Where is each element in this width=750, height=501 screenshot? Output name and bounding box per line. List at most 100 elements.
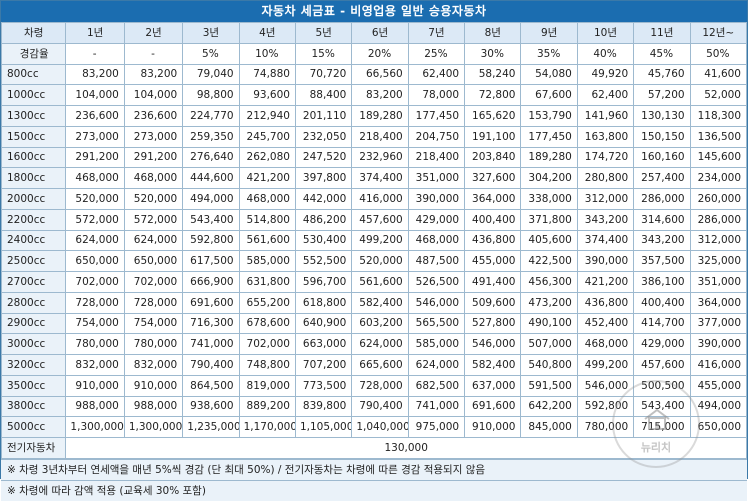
header-row: 차령 1년 2년 3년 4년 5년 6년 7년 8년 9년 10년 11년 12년~: [0, 22, 748, 44]
tax-cell: 702,000: [123, 271, 184, 293]
table-row: 2500cc 650,000 650,000 617,500 585,000 552,50…: [0, 250, 748, 272]
table-body: 경감율 - -5% 10% 15% 20% 25% 30% 35% 40% 45% 50% 800cc 8…: [0, 42, 748, 459]
displacement-label: 2200cc: [0, 208, 67, 231]
tax-cell: 351,000: [407, 167, 466, 189]
tax-cell: 691,600: [464, 395, 522, 418]
tax-cell: 163,800: [576, 125, 635, 148]
tax-cell: 832,000: [65, 354, 125, 376]
displacement-label: 3500cc: [0, 374, 67, 397]
tax-cell: 520,000: [65, 188, 125, 210]
tax-cell: 561,600: [351, 271, 409, 293]
rate-cell: -: [123, 42, 184, 65]
displacement-label: 1800cc: [0, 167, 67, 189]
displacement-label: 2500cc: [0, 250, 67, 272]
tax-cell: 160,160: [633, 146, 691, 169]
tax-cell: 390,000: [576, 250, 635, 272]
tax-cell: 327,600: [464, 167, 522, 189]
tax-cell: 165,620: [464, 105, 522, 127]
tax-cell: 468,000: [65, 167, 125, 189]
tax-cell: 232,050: [294, 125, 353, 148]
tax-cell: 83,200: [65, 63, 125, 86]
tax-cell: 468,000: [576, 333, 635, 355]
table-title: 자동차 세금표 - 비영업용 일반 승용자동차: [1, 1, 747, 22]
tax-cell: 52,000: [689, 84, 748, 106]
tax-cell: 507,000: [520, 333, 578, 355]
tax-cell: 486,200: [294, 208, 353, 231]
tax-cell: 130,130: [633, 105, 691, 127]
tax-cell: 145,600: [689, 146, 748, 169]
tax-cell: 93,600: [238, 84, 296, 106]
tax-cell: 487,500: [407, 250, 466, 272]
tax-cell: 224,770: [182, 105, 240, 127]
header-year-7: 7년: [407, 22, 466, 44]
displacement-label: 2800cc: [0, 291, 67, 314]
tax-cell: 49,920: [576, 63, 635, 86]
tax-cell: 104,000: [123, 84, 184, 106]
tax-cell: 988,000: [123, 395, 184, 418]
table-row: 2000cc 520,000 520,000 494,000 468,000 442,00…: [0, 188, 748, 210]
tax-cell: 839,800: [294, 395, 353, 418]
note-1: ※ 차령 3년차부터 연세액을 매년 5%씩 경감 (단 최대 50%) / 전…: [1, 460, 747, 481]
rate-cell: 20%: [351, 42, 409, 65]
displacement-label: 3800cc: [0, 395, 67, 418]
tax-cell: 1,300,000: [65, 416, 125, 438]
tax-cell: 741,000: [407, 395, 466, 418]
tax-cell: 70,720: [294, 63, 353, 86]
tax-cell: 631,800: [238, 271, 296, 293]
displacement-label: 5000cc: [0, 416, 67, 438]
tax-cell: 259,350: [182, 125, 240, 148]
tax-cell: 650,000: [123, 250, 184, 272]
tax-cell: 527,800: [464, 312, 522, 335]
rate-cell: 35%: [520, 42, 578, 65]
tax-cell: 236,600: [123, 105, 184, 127]
notes: ※ 차령 3년차부터 연세액을 매년 5%씩 경감 (단 최대 50%) / 전…: [1, 458, 747, 501]
header-year-8: 8년: [464, 22, 522, 44]
tax-cell: 41,600: [689, 63, 748, 86]
tax-cell: 572,000: [65, 208, 125, 231]
tax-cell: 421,200: [238, 167, 296, 189]
tax-cell: 910,000: [65, 374, 125, 397]
table-row: 1300cc 236,600 236,600 224,770 212,940 201,11…: [0, 105, 748, 127]
tax-cell: 436,800: [576, 291, 635, 314]
tax-cell: 585,000: [407, 333, 466, 355]
table-header: 차령 1년 2년 3년 4년 5년 6년 7년 8년 9년 10년 11년 12년~: [0, 22, 748, 44]
tax-cell: 624,000: [65, 229, 125, 252]
tax-cell: 728,000: [65, 291, 125, 314]
tax-cell: 118,300: [689, 105, 748, 127]
tax-cell: 596,700: [294, 271, 353, 293]
tax-cell: 79,040: [182, 63, 240, 86]
tax-cell: 62,400: [576, 84, 635, 106]
tax-cell: 257,400: [633, 167, 691, 189]
displacement-label: 1500cc: [0, 125, 67, 148]
displacement-label: 1300cc: [0, 105, 67, 127]
tax-cell: 592,800: [182, 229, 240, 252]
rate-cell: 15%: [294, 42, 353, 65]
tax-cell: 357,500: [633, 250, 691, 272]
tax-cell: 889,200: [238, 395, 296, 418]
tax-cell: 642,200: [520, 395, 578, 418]
displacement-label: 3200cc: [0, 354, 67, 376]
tax-cell: 988,000: [65, 395, 125, 418]
table-row: 2900cc 754,000 754,000 716,300 678,600 640,90…: [0, 312, 748, 335]
tax-cell: 136,500: [689, 125, 748, 148]
tax-cell: 552,500: [294, 250, 353, 272]
tax-cell: 141,960: [576, 105, 635, 127]
displacement-label: 3000cc: [0, 333, 67, 355]
table-row: 800cc 83,200 83,200 79,040 74,880 70,720 66,56…: [0, 63, 748, 86]
tax-cell: 177,450: [407, 105, 466, 127]
displacement-label: 1600cc: [0, 146, 67, 169]
tax-cell: 286,000: [689, 208, 748, 231]
table-row: 2400cc 624,000 624,000 592,800 561,600 530,40…: [0, 229, 748, 252]
tax-cell: 234,000: [689, 167, 748, 189]
tax-cell: 312,000: [576, 188, 635, 210]
tax-cell: 702,000: [65, 271, 125, 293]
tax-cell: 364,000: [464, 188, 522, 210]
tax-cell: 416,000: [351, 188, 409, 210]
displacement-label: 1000cc: [0, 84, 67, 106]
tax-cell: 58,240: [464, 63, 522, 86]
tax-cell: 54,080: [520, 63, 578, 86]
tax-cell: 442,000: [294, 188, 353, 210]
table-row: 3000cc 780,000 780,000 741,000 702,000 663,00…: [0, 333, 748, 355]
tax-cell: 72,800: [464, 84, 522, 106]
tax-cell: 390,000: [689, 333, 748, 355]
